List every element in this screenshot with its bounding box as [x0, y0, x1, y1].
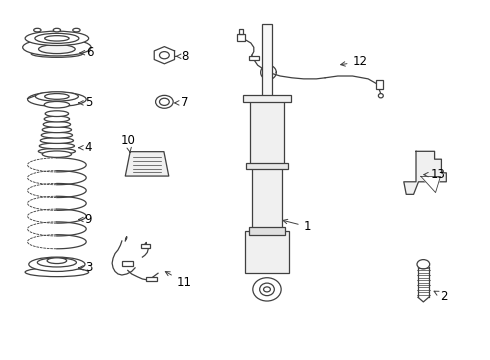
Bar: [252, 166, 282, 230]
Ellipse shape: [260, 283, 274, 296]
Polygon shape: [404, 151, 446, 194]
Text: 6: 6: [80, 46, 94, 59]
Ellipse shape: [31, 50, 82, 57]
Text: 7: 7: [174, 96, 189, 109]
Ellipse shape: [35, 33, 79, 43]
Bar: [246, 163, 288, 169]
Ellipse shape: [35, 92, 78, 101]
Ellipse shape: [43, 122, 71, 127]
Ellipse shape: [47, 258, 67, 264]
Ellipse shape: [41, 132, 73, 138]
Ellipse shape: [45, 111, 69, 117]
Ellipse shape: [53, 28, 61, 32]
Circle shape: [417, 260, 430, 269]
Bar: [376, 80, 383, 89]
Ellipse shape: [253, 278, 281, 301]
Bar: [147, 277, 157, 282]
Bar: [142, 244, 150, 248]
Text: 4: 4: [79, 141, 92, 154]
Bar: [249, 55, 259, 60]
Ellipse shape: [42, 151, 72, 157]
Ellipse shape: [73, 28, 80, 32]
Bar: [122, 261, 133, 266]
Bar: [262, 24, 272, 101]
Bar: [243, 95, 292, 102]
Ellipse shape: [42, 127, 72, 133]
Bar: [245, 231, 289, 273]
Text: 8: 8: [176, 50, 189, 63]
Ellipse shape: [45, 36, 69, 41]
Text: 13: 13: [424, 168, 445, 181]
Ellipse shape: [38, 148, 75, 154]
Ellipse shape: [39, 143, 74, 149]
Text: 9: 9: [79, 213, 92, 226]
Polygon shape: [421, 176, 441, 193]
Text: 2: 2: [434, 290, 448, 303]
Ellipse shape: [44, 116, 70, 122]
Ellipse shape: [27, 92, 86, 107]
Ellipse shape: [37, 258, 76, 267]
Text: 10: 10: [121, 134, 135, 153]
Circle shape: [159, 51, 169, 59]
Ellipse shape: [25, 268, 89, 276]
Ellipse shape: [45, 94, 69, 99]
Ellipse shape: [378, 94, 383, 98]
Circle shape: [156, 95, 173, 108]
Ellipse shape: [25, 31, 89, 45]
Ellipse shape: [29, 257, 85, 271]
Bar: [237, 34, 245, 41]
Ellipse shape: [23, 39, 91, 56]
Bar: [249, 226, 285, 234]
Ellipse shape: [44, 102, 70, 108]
Bar: [250, 99, 284, 166]
Text: 11: 11: [165, 271, 192, 289]
Ellipse shape: [264, 287, 270, 292]
Ellipse shape: [40, 138, 74, 143]
Text: 5: 5: [79, 96, 92, 109]
Ellipse shape: [39, 45, 75, 54]
Bar: [239, 30, 243, 34]
Text: 1: 1: [283, 219, 311, 233]
Text: 3: 3: [79, 261, 92, 274]
Text: 12: 12: [341, 55, 368, 68]
Ellipse shape: [34, 28, 41, 32]
Polygon shape: [125, 152, 169, 176]
Circle shape: [159, 98, 169, 105]
